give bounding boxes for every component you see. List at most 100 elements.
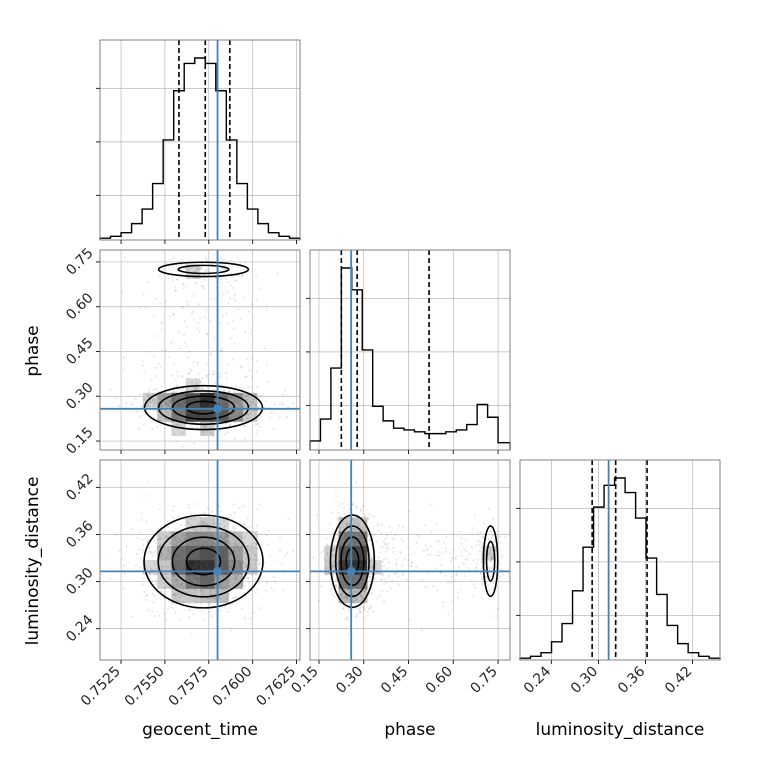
scatter-point [159, 405, 162, 408]
scatter-point [354, 590, 357, 593]
scatter-point [233, 542, 236, 545]
scatter-point [201, 583, 204, 586]
scatter-point [214, 521, 217, 525]
scatter-point [410, 561, 413, 564]
scatter-point [257, 581, 261, 585]
scatter-point [206, 566, 210, 569]
scatter-point [355, 546, 358, 549]
scatter-point [178, 402, 181, 405]
xtick-label-phase: 0.45 [378, 664, 411, 697]
scatter-point [193, 540, 196, 543]
scatter-point [355, 561, 358, 564]
scatter-point [196, 566, 199, 569]
scatter-point [240, 537, 244, 540]
scatter-point [360, 567, 363, 570]
scatter-point [181, 445, 184, 448]
scatter-point [287, 518, 290, 521]
scatter-point [481, 584, 484, 587]
scatter-point [326, 552, 329, 556]
scatter-point [225, 405, 228, 408]
scatter-point [235, 594, 238, 598]
scatter-point [224, 536, 227, 539]
scatter-point [365, 552, 368, 556]
scatter-point [483, 561, 487, 565]
scatter-point [174, 580, 177, 583]
scatter-point [204, 375, 208, 378]
scatter-point [200, 577, 204, 580]
scatter-point [168, 399, 171, 403]
panel-frame-geocent_time-luminosity_distance [99, 459, 301, 661]
scatter-point [276, 272, 279, 275]
scatter-point [358, 573, 361, 576]
scatter-point [196, 404, 199, 407]
scatter-point [488, 567, 491, 570]
scatter-point [343, 551, 347, 554]
scatter-point [385, 544, 388, 547]
scatter-point [205, 522, 208, 526]
scatter-point [226, 410, 229, 413]
scatter-point [160, 577, 163, 580]
scatter-point [385, 547, 388, 550]
scatter-point [206, 404, 210, 407]
scatter-point [337, 563, 341, 566]
scatter-point [203, 405, 206, 408]
scatter-point [190, 524, 194, 527]
scatter-point [194, 405, 197, 409]
scatter-point [222, 519, 226, 522]
scatter-point [198, 552, 201, 555]
scatter-point [399, 552, 402, 555]
scatter-point [204, 397, 207, 401]
scatter-point [400, 537, 403, 540]
scatter-point [243, 536, 246, 539]
scatter-point [490, 556, 493, 559]
scatter-point [182, 410, 185, 413]
scatter-point [371, 610, 375, 613]
scatter-point [196, 568, 200, 571]
scatter-point [412, 552, 415, 555]
scatter-point [371, 536, 375, 539]
scatter-point [232, 549, 236, 553]
density-cell [242, 531, 258, 547]
scatter-point [165, 535, 168, 538]
scatter-point [169, 392, 173, 395]
scatter-point [183, 401, 186, 405]
scatter-point [204, 568, 207, 571]
scatter-point [189, 548, 192, 552]
scatter-point [201, 414, 204, 417]
scatter-point [227, 402, 230, 406]
scatter-point [185, 389, 188, 392]
scatter-point [229, 559, 232, 562]
histogram-geocent_time [99, 57, 301, 240]
scatter-point [156, 362, 160, 365]
scatter-point [228, 297, 231, 300]
scatter-point [206, 333, 209, 336]
scatter-point [388, 574, 391, 577]
panel-frame-luminosity_distance-luminosity_distance [519, 459, 721, 661]
scatter-point [218, 577, 221, 580]
scatter-point [359, 594, 363, 597]
scatter-point [167, 399, 170, 402]
scatter-point [173, 593, 176, 596]
scatter-point [343, 596, 347, 599]
scatter-point [352, 601, 355, 605]
scatter-point [203, 560, 207, 563]
scatter-point [330, 583, 333, 586]
scatter-point [181, 535, 184, 538]
scatter-point [192, 388, 195, 391]
scatter-point [230, 557, 233, 561]
scatter-point [358, 610, 362, 613]
scatter-point [224, 268, 227, 271]
scatter-point [366, 535, 369, 538]
scatter-point [243, 424, 246, 428]
scatter-point [228, 431, 231, 434]
scatter-point [276, 558, 279, 562]
scatter-point [467, 566, 470, 569]
scatter-point [240, 366, 244, 369]
scatter-point [181, 548, 185, 552]
scatter-point [146, 551, 149, 554]
scatter-point [204, 268, 207, 271]
scatter-point [204, 580, 207, 583]
scatter-point [382, 600, 386, 603]
scatter-point [154, 366, 158, 369]
scatter-point [355, 558, 358, 561]
